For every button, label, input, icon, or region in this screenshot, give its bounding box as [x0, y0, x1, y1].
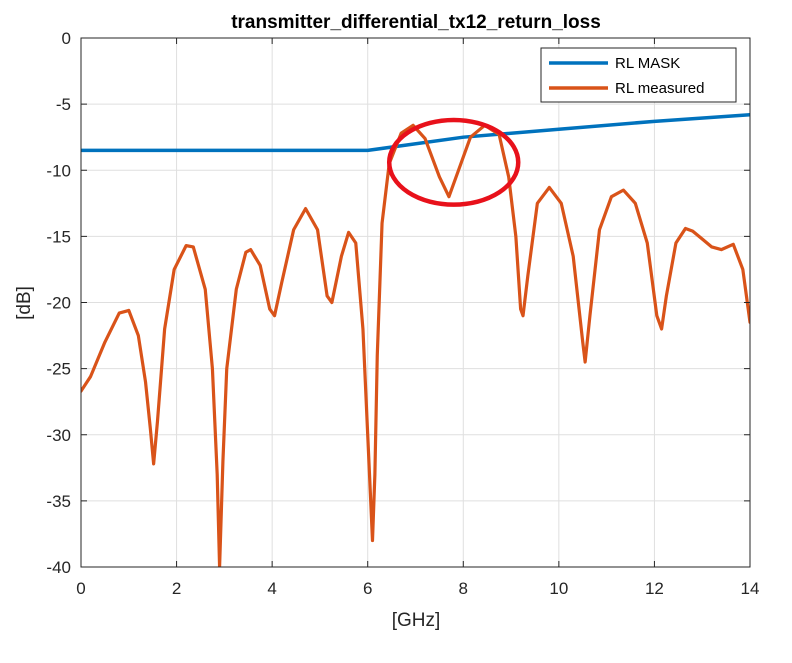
highlight-ellipse: [386, 117, 521, 207]
series-line-rl-mask: [81, 112, 750, 153]
legend-label-rl-measured: RL measured: [615, 80, 705, 97]
x-tick-label: 10: [549, 579, 568, 598]
annotation-layer: [386, 117, 521, 207]
y-tick-label: -35: [46, 492, 71, 511]
tick-marks: [80, 37, 751, 568]
x-tick-label: 12: [645, 579, 664, 598]
x-tick-label: 8: [459, 579, 468, 598]
y-tick-label: -20: [46, 294, 71, 313]
x-tick-label: 6: [363, 579, 372, 598]
y-tick-label: -10: [46, 161, 71, 180]
tick-labels: 0 2 4 6 8 10 12 14 0 -5 -10 -15 -20 -25 -30 -35 -40: [46, 29, 759, 598]
series-line-rl-measured: [81, 123, 750, 567]
y-tick-label: -15: [46, 227, 71, 246]
series-layer: [81, 112, 750, 567]
legend: RL MASK RL measured: [540, 47, 737, 103]
chart-title: transmitter_differential_tx12_return_los…: [231, 12, 601, 33]
y-tick-label: -25: [46, 360, 71, 379]
legend-label-rl-mask: RL MASK: [615, 55, 680, 72]
y-tick-label: -5: [56, 95, 71, 114]
legend-box: [540, 47, 737, 103]
x-axis-title: [GHz]: [392, 610, 441, 631]
y-tick-label: -30: [46, 426, 71, 445]
y-axis-title: [dB]: [14, 286, 35, 320]
x-tick-label: 14: [741, 579, 760, 598]
y-tick-label: 0: [62, 29, 71, 48]
x-tick-label: 4: [267, 579, 276, 598]
x-tick-label: 0: [76, 579, 85, 598]
x-tick-label: 2: [172, 579, 181, 598]
y-tick-label: -40: [46, 558, 71, 577]
